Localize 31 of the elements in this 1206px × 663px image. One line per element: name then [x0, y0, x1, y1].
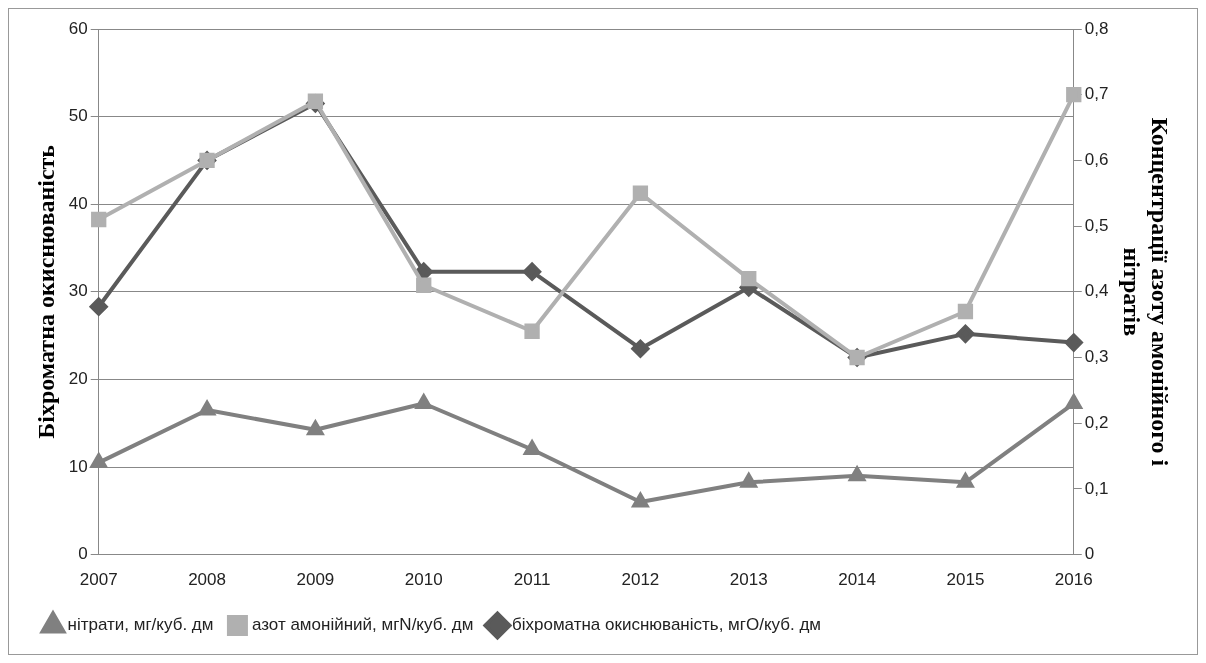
y2-tick-label: 0,6	[1084, 150, 1109, 170]
y2-axis-title: Концентрації азоту амонійного і нітратів	[1118, 117, 1174, 467]
y2-tick-label: 0,8	[1084, 18, 1109, 38]
y-tick-label: 60	[68, 18, 88, 38]
y2-tick-label: 0,2	[1084, 412, 1109, 432]
y-tick-label: 40	[68, 193, 88, 213]
y2-tick-label: 0,5	[1084, 215, 1109, 235]
legend-label: нітрати, мг/куб. дм	[67, 615, 214, 635]
y-tick-label: 20	[68, 369, 88, 389]
y2-tick-label: 0,1	[1084, 478, 1109, 498]
x-tick-label: 2014	[838, 570, 876, 590]
x-tick-label: 2008	[188, 570, 226, 590]
x-tick-label: 2011	[513, 570, 551, 590]
y2-tick-label: 0	[1084, 544, 1095, 564]
legend-label: біхроматна окиснюваність, мгО/куб. дм	[511, 615, 822, 635]
x-tick-label: 2007	[79, 570, 118, 590]
y-axis-title: Біхроматна окиснюваність	[32, 144, 59, 439]
x-tick-label: 2015	[946, 570, 985, 590]
y-tick-label: 50	[68, 106, 88, 126]
y-tick-label: 10	[68, 456, 88, 476]
x-tick-label: 2009	[296, 570, 335, 590]
y2-tick-label: 0,4	[1084, 281, 1109, 301]
x-tick-label: 2013	[729, 570, 768, 590]
x-tick-label: 2016	[1054, 570, 1093, 590]
y-tick-label: 0	[78, 544, 88, 564]
legend-label: азот амонійний, мгN/куб. дм	[251, 615, 474, 635]
x-tick-label: 2010	[404, 570, 443, 590]
y2-tick-label: 0,3	[1084, 347, 1109, 367]
y-tick-label: 30	[68, 281, 88, 301]
y2-tick-label: 0,7	[1084, 84, 1109, 104]
x-tick-label: 2012	[621, 570, 660, 590]
